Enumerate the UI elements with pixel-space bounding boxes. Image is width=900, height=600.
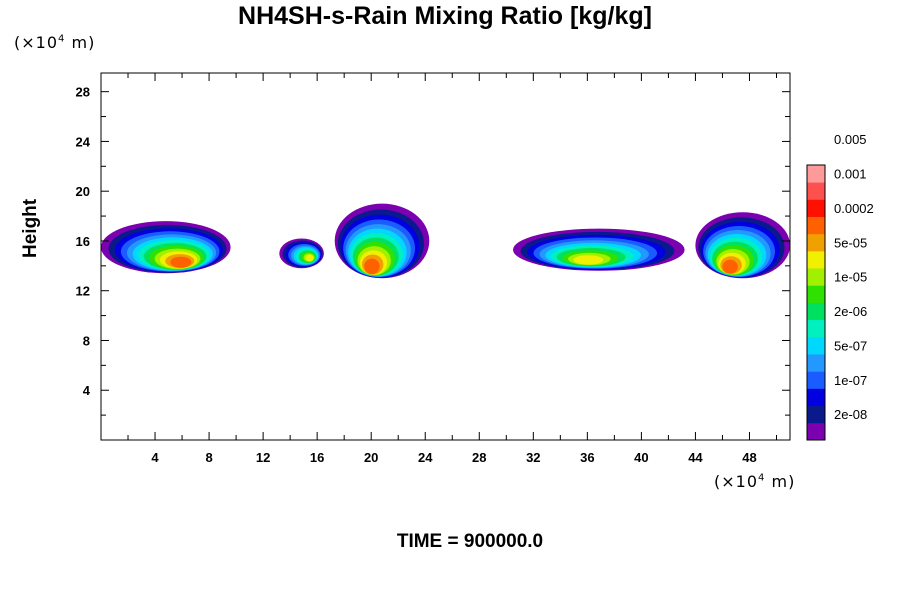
colorbar-swatch (807, 216, 825, 235)
y-tick-label: 20 (76, 184, 90, 199)
colorbar-swatch (807, 268, 825, 286)
cloud-region (695, 212, 790, 279)
cloud-contour (170, 256, 192, 268)
y-tick-label: 24 (76, 134, 91, 149)
plot-area (100, 72, 791, 441)
colorbar-label: 5e-05 (834, 235, 867, 250)
colorbar-swatch (807, 336, 825, 355)
colorbar: 2e-08 1e-07 5e-07 2e-06 1e-05 5e-05 0.0002 0.00… (806, 132, 874, 441)
colorbar-label: 2e-08 (834, 407, 867, 422)
colorbar-label: 0.001 (834, 167, 867, 182)
x-axis: 4 8 12 16 20 24 28 32 36 40 44 48 (127, 73, 777, 465)
colorbar-swatch (807, 182, 825, 200)
y-tick-label: 16 (76, 234, 90, 249)
colorbar-swatch (807, 354, 825, 372)
cloud-contour (573, 255, 604, 265)
colorbar-swatch (807, 371, 825, 389)
colorbar-swatch (807, 285, 825, 303)
y-tick-label: 4 (83, 383, 91, 398)
colorbar-label: 2e-06 (834, 304, 867, 319)
x-tick-label: 24 (418, 450, 433, 465)
colorbar-swatch (807, 405, 825, 424)
colorbar-label: 1e-07 (834, 373, 867, 388)
y-tick-label: 12 (76, 284, 90, 299)
colorbar-label: 0.005 (834, 132, 867, 147)
time-label: TIME = 900000.0 (396, 531, 544, 552)
y-axis-unit: (×104 m) (14, 33, 96, 52)
x-tick-label: 4 (151, 450, 159, 465)
cloud-layer (101, 203, 790, 279)
x-tick-label: 44 (688, 450, 703, 465)
cloud-contour (722, 259, 738, 274)
colorbar-swatch (807, 388, 825, 407)
x-tick-label: 36 (580, 450, 594, 465)
y-tick-label: 28 (76, 85, 90, 100)
chart-title: NH4SH-s-Rain Mixing Ratio [kg/kg] (238, 2, 652, 30)
x-tick-label: 48 (742, 450, 756, 465)
cloud-contour (305, 254, 314, 262)
colorbar-swatch (807, 250, 825, 269)
y-axis: 4 8 12 16 20 24 28 (76, 85, 790, 416)
x-tick-label: 16 (310, 450, 324, 465)
x-tick-label: 32 (526, 450, 540, 465)
colorbar-swatch (807, 302, 825, 321)
x-tick-label: 8 (205, 450, 212, 465)
x-tick-label: 28 (472, 450, 486, 465)
cloud-region (334, 203, 430, 279)
colorbar-frame (806, 164, 826, 441)
colorbar-label: 1e-05 (834, 270, 867, 285)
colorbar-swatch (807, 319, 825, 338)
x-tick-label: 20 (364, 450, 378, 465)
cloud-region (279, 238, 324, 269)
x-tick-label: 12 (256, 450, 270, 465)
colorbar-swatch (807, 422, 825, 441)
colorbar-label: 0.0002 (834, 201, 874, 216)
y-tick-label: 8 (83, 333, 90, 348)
cloud-region (101, 221, 231, 274)
colorbar-label: 5e-07 (834, 339, 867, 354)
cloud-region (513, 228, 685, 271)
colorbar-swatch (807, 199, 825, 217)
cloud-contour (364, 258, 380, 275)
x-tick-label: 40 (634, 450, 648, 465)
colorbar-swatch (807, 165, 825, 183)
x-axis-unit: (×104 m) (714, 472, 796, 491)
plot-frame (100, 72, 791, 441)
colorbar-swatch (807, 233, 825, 252)
